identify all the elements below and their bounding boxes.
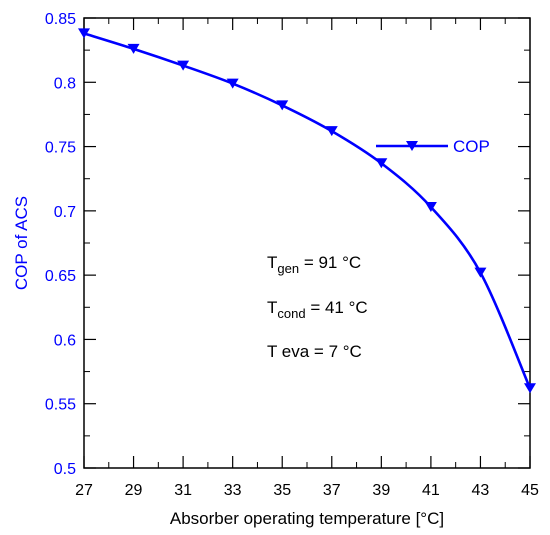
x-tick-label: 39 (372, 482, 390, 499)
x-tick-label: 33 (224, 482, 242, 499)
x-tick-label: 31 (174, 482, 192, 499)
series-line (83, 32, 532, 389)
y-tick-label: 0.55 (45, 397, 76, 414)
data-point-marker (226, 78, 239, 89)
y-axis: 0.5 0.55 0.6 0.65 0.7 0.75 0.8 0.85 (45, 11, 530, 478)
y-tick-label: 0.6 (54, 332, 76, 349)
legend: COP (376, 137, 490, 156)
data-point-marker (424, 202, 437, 212)
annotation-t-cond: Tcond = 41 °C (267, 298, 368, 321)
data-point-marker (474, 267, 487, 278)
data-point-marker (325, 126, 338, 137)
data-point-marker (127, 43, 140, 54)
y-tick-label: 0.8 (54, 75, 76, 92)
y-tick-label: 0.65 (45, 268, 76, 285)
x-tick-label: 35 (273, 482, 291, 499)
legend-marker (406, 141, 418, 151)
cop-series (78, 28, 536, 394)
x-tick-label: 41 (422, 482, 440, 499)
x-tick-label: 45 (521, 482, 539, 499)
y-tick-label: 0.85 (45, 11, 76, 28)
data-point-marker (524, 383, 536, 394)
annotation-t-eva: T eva = 7 °C (267, 342, 362, 361)
x-tick-label: 37 (323, 482, 341, 499)
x-tick-label: 27 (75, 482, 93, 499)
x-tick-label: 29 (125, 482, 143, 499)
data-point-marker (276, 100, 289, 111)
data-point-marker (375, 158, 388, 169)
y-tick-label: 0.5 (54, 461, 76, 478)
x-tick-label: 43 (472, 482, 490, 499)
x-axis: 27 29 31 33 35 37 39 41 43 45 (75, 18, 539, 499)
annotation-t-gen: Tgen = 91 °C (267, 253, 361, 276)
y-tick-label: 0.7 (54, 204, 76, 221)
x-axis-label: Absorber operating temperature [°C] (170, 509, 444, 528)
data-point-marker (78, 28, 90, 39)
y-tick-label: 0.75 (45, 140, 76, 157)
y-axis-label: COP of ACS (12, 196, 31, 290)
legend-label: COP (453, 137, 490, 156)
data-point-marker (177, 60, 190, 71)
